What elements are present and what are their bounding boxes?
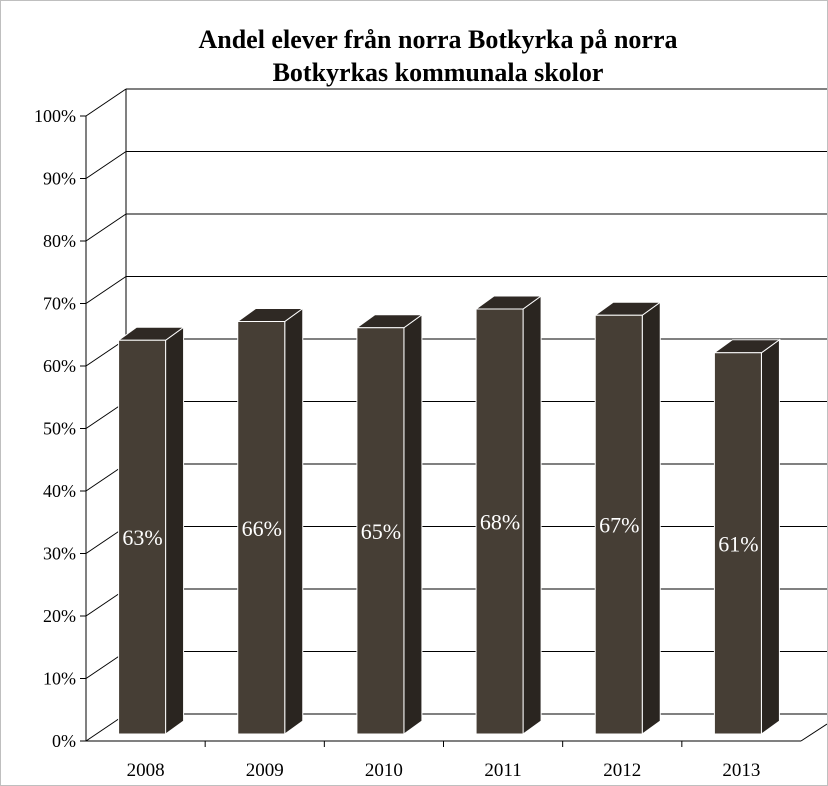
bars — [117, 295, 781, 735]
x-tick-label: 2013 — [722, 760, 760, 781]
bar-side — [165, 326, 185, 735]
axes: 0% 10% 20% 30% 40% 50% 60% 70% 80% 90% 100% 2008 200… — [34, 89, 827, 781]
bar — [713, 352, 762, 735]
bar — [356, 327, 405, 735]
bar-side — [760, 338, 780, 735]
gridline-side — [85, 88, 127, 117]
gridline-side — [85, 276, 127, 304]
chart-title-line-2: Botkyrkas kommunala skolor — [273, 58, 604, 87]
bar — [475, 308, 524, 735]
bar-side — [284, 307, 304, 735]
floor-right-edge — [800, 723, 827, 742]
data-label: 63% — [122, 525, 162, 550]
x-tick-label: 2010 — [365, 760, 403, 781]
x-tick-label: 2008 — [127, 760, 165, 781]
y-tick-label: 70% — [43, 294, 76, 314]
y-tick-label: 40% — [43, 481, 76, 501]
bar — [118, 339, 167, 735]
bar-side — [403, 313, 423, 735]
x-tick-label: 2012 — [603, 760, 641, 781]
y-tick-label: 20% — [43, 606, 76, 626]
y-tick-label: 100% — [34, 106, 76, 126]
gridline-side — [85, 213, 127, 242]
chart-title-line-1: Andel elever från norra Botkyrka på norr… — [198, 25, 677, 54]
bar — [237, 321, 286, 735]
y-tick-label: 30% — [43, 544, 76, 564]
bar — [594, 314, 643, 735]
x-tick-label: 2009 — [246, 760, 284, 781]
y-tick-label: 90% — [43, 169, 76, 189]
y-tick-label: 10% — [43, 669, 76, 689]
bar-side — [641, 301, 661, 735]
y-tick-label: 60% — [43, 356, 76, 376]
y-tick-label: 80% — [43, 231, 76, 251]
data-label: 61% — [718, 531, 758, 556]
bar-side — [522, 295, 542, 735]
data-label: 67% — [599, 513, 639, 538]
y-tick-label: 50% — [43, 419, 76, 439]
x-tick-label: 2011 — [484, 760, 521, 781]
labels: 63% 66% 65% 68% 67% 61% — [122, 510, 758, 557]
data-label: 65% — [361, 519, 401, 544]
data-label: 68% — [480, 510, 520, 535]
gridline-side — [85, 151, 127, 179]
data-label: 66% — [242, 516, 282, 541]
y-tick-label: 0% — [52, 731, 76, 751]
